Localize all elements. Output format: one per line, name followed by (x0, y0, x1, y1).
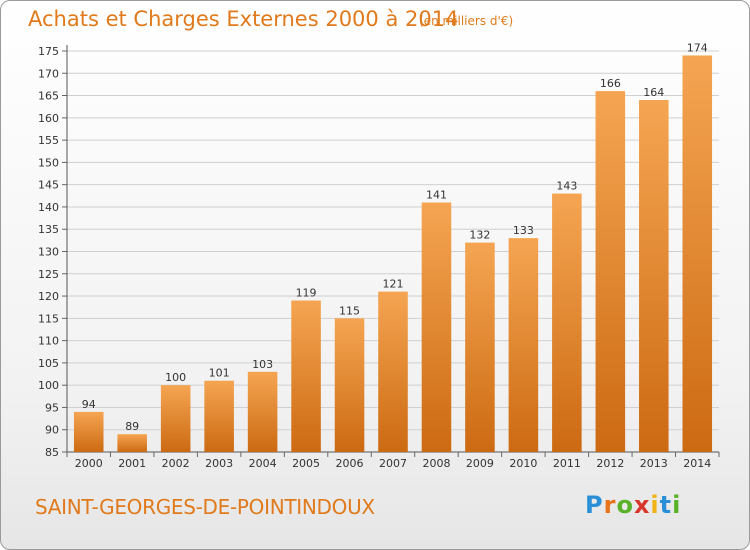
chart-title: Achats et Charges Externes 2000 à 2014 (28, 7, 459, 31)
data-label: 100 (165, 371, 186, 384)
bar (508, 238, 539, 452)
y-tick-label: 140 (38, 201, 59, 214)
bar (334, 318, 365, 452)
data-label: 121 (383, 278, 404, 291)
y-tick-label: 125 (38, 268, 59, 281)
y-tick-label: 150 (38, 156, 59, 169)
x-tick-label: 2009 (466, 457, 494, 470)
data-label: 115 (339, 304, 360, 317)
y-tick-label: 135 (38, 223, 59, 236)
data-labels: 94 89 100 101 103 119 115 121 141 132 133 143 166 164… (82, 41, 708, 433)
x-axis: 2000 2001 2002 2003 2004 2005 2006 2007 2008 2009… (66, 452, 720, 470)
y-tick-label: 100 (38, 379, 59, 392)
bar (73, 411, 104, 452)
x-tick-label: 2005 (292, 457, 320, 470)
bar (595, 91, 626, 452)
data-label: 101 (209, 367, 230, 380)
logo-letter: x (633, 491, 651, 519)
bar (291, 300, 321, 452)
bars (73, 55, 713, 453)
logo-letter: P (585, 491, 604, 519)
y-axis: 85 90 95 100 105 110 115 120 125 130 135 140 145 150 1… (38, 45, 719, 459)
y-tick-label: 130 (38, 246, 59, 259)
y-tick-label: 90 (45, 424, 59, 437)
bar (552, 193, 582, 453)
data-label: 166 (600, 77, 621, 90)
data-label: 133 (513, 224, 534, 237)
bar (117, 434, 147, 452)
y-tick-label: 115 (38, 312, 59, 325)
data-label: 103 (252, 358, 273, 371)
bar (421, 202, 452, 452)
x-tick-label: 2010 (509, 457, 537, 470)
data-label: 94 (82, 398, 96, 411)
data-label: 119 (296, 287, 317, 300)
y-tick-label: 105 (38, 357, 59, 370)
x-tick-label: 2002 (162, 457, 190, 470)
y-tick-label: 145 (38, 179, 59, 192)
x-tick-label: 2004 (249, 457, 277, 470)
chart-subtitle: (en milliers d'€) (419, 14, 514, 28)
y-tick-label: 170 (38, 67, 59, 80)
y-tick-label: 120 (38, 290, 59, 303)
x-tick-label: 2001 (118, 457, 146, 470)
logo-letter: t (659, 491, 673, 519)
y-tick-label: 110 (38, 335, 59, 348)
bar (160, 385, 191, 452)
x-tick-label: 2003 (205, 457, 233, 470)
bar (639, 100, 669, 452)
x-tick-label: 2000 (75, 457, 103, 470)
data-label: 143 (556, 180, 577, 193)
y-tick-label: 160 (38, 112, 59, 125)
x-tick-label: 2007 (379, 457, 407, 470)
logo-letter: o (616, 491, 634, 519)
data-label: 174 (687, 41, 708, 54)
bar (378, 291, 408, 452)
proxiti-logo: Proxiti (585, 491, 681, 519)
x-tick-label: 2012 (596, 457, 624, 470)
data-label: 89 (125, 420, 139, 433)
logo-letter: i (650, 491, 660, 519)
x-tick-label: 2013 (640, 457, 668, 470)
bar (204, 380, 234, 452)
data-label: 141 (426, 188, 447, 201)
x-tick-label: 2014 (683, 457, 711, 470)
y-tick-label: 95 (45, 401, 59, 414)
y-tick-label: 85 (45, 446, 59, 459)
y-tick-label: 175 (38, 45, 59, 58)
y-tick-label: 165 (38, 90, 59, 103)
x-tick-label: 2011 (553, 457, 581, 470)
bar (247, 371, 278, 452)
bar (465, 242, 495, 452)
commune-name: SAINT-GEORGES-DE-POINTINDOUX (35, 495, 375, 519)
bar (682, 55, 713, 452)
x-tick-label: 2008 (422, 457, 450, 470)
logo-letter: r (603, 491, 617, 519)
logo-letter: i (672, 491, 682, 519)
data-label: 164 (643, 86, 664, 99)
x-tick-label: 2006 (336, 457, 364, 470)
y-tick-label: 155 (38, 134, 59, 147)
data-label: 132 (469, 229, 490, 242)
